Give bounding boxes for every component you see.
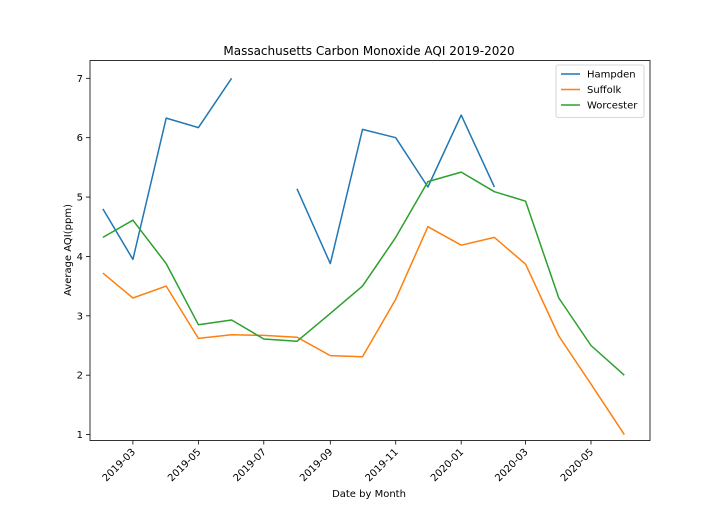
x-tick-label: 2020-01	[429, 447, 466, 484]
y-axis-ticks: 1 2 3 4 5 6 7	[77, 74, 90, 441]
series-lines	[102, 77, 625, 436]
y-tick-label: 7	[77, 74, 83, 85]
x-axis-label: Date by Month	[332, 489, 406, 500]
legend: Hampden Suffolk Worcester	[555, 64, 645, 118]
x-tick-label: 2019-07	[232, 447, 269, 484]
legend-label: Suffolk	[587, 85, 621, 96]
y-tick-label: 2	[77, 371, 83, 382]
y-tick-label: 6	[77, 133, 83, 144]
y-tick-label: 1	[77, 430, 83, 441]
series-line-worcester	[102, 171, 625, 376]
chart-title: Massachusetts Carbon Monoxide AQI 2019-2…	[223, 44, 514, 58]
plot-frame	[89, 60, 651, 441]
x-tick-label: 2019-05	[166, 447, 203, 484]
legend-label: Hampden	[587, 70, 636, 81]
x-axis-ticks: 2019-03 2019-05 2019-07 2019-09 2019-11 2020-…	[101, 440, 596, 484]
y-axis-label: Average AQI(ppm)	[63, 204, 74, 296]
x-tick-label: 2019-11	[364, 447, 401, 484]
x-tick-label: 2019-03	[101, 447, 138, 484]
series-line-suffolk	[102, 225, 625, 436]
legend-label: Worcester	[587, 101, 638, 112]
x-tick-label: 2020-03	[493, 447, 530, 484]
y-tick-label: 3	[77, 311, 83, 322]
y-tick-label: 5	[77, 193, 83, 204]
y-tick-label: 4	[77, 252, 83, 263]
x-tick-label: 2020-05	[559, 447, 596, 484]
x-tick-label: 2019-09	[298, 447, 335, 484]
series-line-hampden	[296, 114, 496, 265]
series-line-hampden	[102, 77, 233, 261]
